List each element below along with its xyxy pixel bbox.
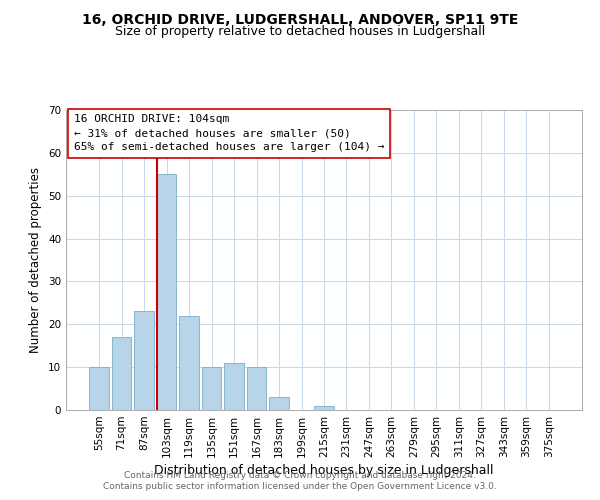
Bar <box>89 367 109 410</box>
Text: 16 ORCHID DRIVE: 104sqm
← 31% of detached houses are smaller (50)
65% of semi-de: 16 ORCHID DRIVE: 104sqm ← 31% of detache… <box>74 114 384 152</box>
Bar <box>179 316 199 410</box>
Text: Size of property relative to detached houses in Ludgershall: Size of property relative to detached ho… <box>115 25 485 38</box>
Bar <box>269 397 289 410</box>
Text: Contains public sector information licensed under the Open Government Licence v3: Contains public sector information licen… <box>103 482 497 491</box>
Bar <box>112 337 131 410</box>
Bar <box>134 312 154 410</box>
Bar <box>247 367 266 410</box>
Bar <box>157 174 176 410</box>
Text: 16, ORCHID DRIVE, LUDGERSHALL, ANDOVER, SP11 9TE: 16, ORCHID DRIVE, LUDGERSHALL, ANDOVER, … <box>82 12 518 26</box>
Bar <box>314 406 334 410</box>
X-axis label: Distribution of detached houses by size in Ludgershall: Distribution of detached houses by size … <box>154 464 494 477</box>
Y-axis label: Number of detached properties: Number of detached properties <box>29 167 43 353</box>
Text: Contains HM Land Registry data © Crown copyright and database right 2024.: Contains HM Land Registry data © Crown c… <box>124 471 476 480</box>
Bar <box>224 363 244 410</box>
Bar <box>202 367 221 410</box>
